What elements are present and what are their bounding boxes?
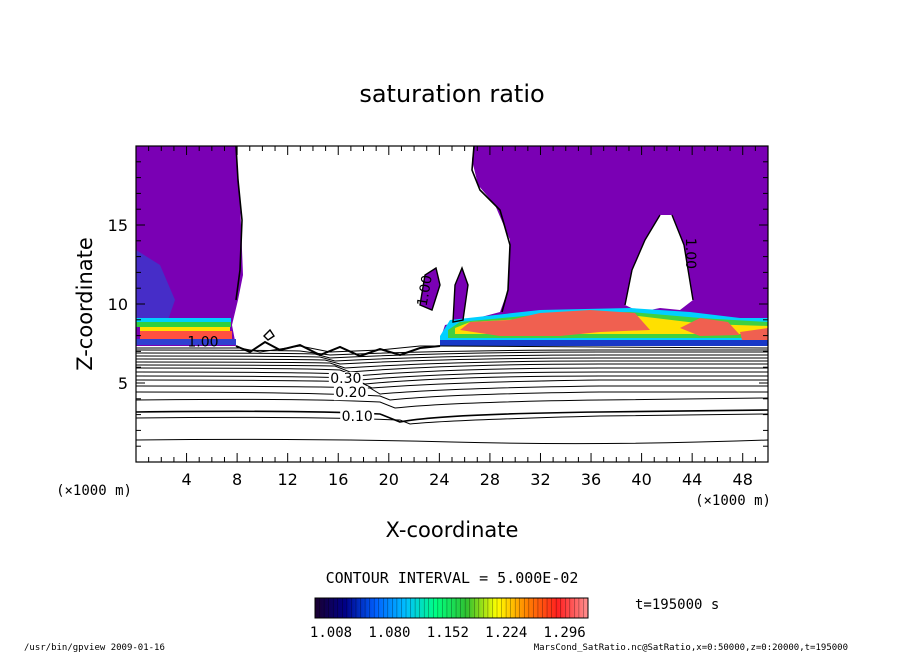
z-unit-label: (×1000 m)	[56, 483, 132, 499]
contour-lines	[135, 145, 769, 445]
unsaturated-pocket	[625, 215, 693, 312]
x-tick-label: 4	[181, 470, 191, 489]
colorbar-tick-label: 1.008	[310, 625, 352, 641]
z-tick-label: 15	[108, 216, 128, 235]
z-tick-label: 5	[118, 374, 128, 393]
fringe-left	[136, 250, 175, 320]
contour-label: 0.30	[330, 371, 361, 387]
colorbar-tick-label: 1.224	[485, 625, 527, 641]
contour-interval: CONTOUR INTERVAL = 5.000E-02	[326, 569, 579, 587]
x-tick-label: 40	[631, 470, 651, 489]
band-left-base	[136, 339, 236, 345]
colorbar-tick-label: 1.296	[544, 625, 586, 641]
x-tick-label: 28	[480, 470, 500, 489]
band-left-green	[136, 322, 231, 327]
x-axis-ticks: 4 8 12 16 20 24 28 32 36 40 44 48	[148, 146, 756, 489]
band-left-yellow	[140, 327, 230, 332]
x-tick-label: 48	[733, 470, 753, 489]
contour-label: 1.00	[187, 335, 218, 351]
chart-title: saturation ratio	[359, 80, 544, 108]
x-tick-label: 44	[682, 470, 702, 489]
plot-area: 0.10 0.200.30 1.00 1.00 1.00	[135, 145, 769, 463]
x-tick-label: 12	[278, 470, 298, 489]
x-tick-label: 8	[232, 470, 242, 489]
x-tick-label: 20	[379, 470, 399, 489]
contour-label: 0.20	[335, 385, 366, 401]
contour-label-bg	[340, 409, 375, 424]
colorbar-stripes	[319, 598, 584, 618]
footer-right: MarsCond_SatRatio.nc@SatRatio,x=0:50000,…	[534, 643, 848, 653]
band-right-red-3	[740, 328, 768, 340]
contour-label: 1.00	[682, 238, 698, 269]
z-tick-label: 10	[108, 295, 128, 314]
colorbar-tick-label: 1.152	[427, 625, 469, 641]
z-axis-label: Z-coordinate	[73, 237, 97, 371]
x-tick-label: 32	[530, 470, 550, 489]
time-label: t=195000 s	[635, 597, 719, 613]
band-right-red	[460, 310, 650, 336]
colorbar-tick-label: 1.080	[368, 625, 410, 641]
footer-left: /usr/bin/gpview 2009-01-16	[24, 643, 165, 653]
x-tick-label: 24	[429, 470, 449, 489]
band-right-red-2	[680, 318, 740, 336]
band-right-base	[440, 340, 768, 346]
colorbar-ticks: 1.008 1.080 1.152 1.224 1.296	[310, 625, 586, 641]
x-tick-label: 36	[581, 470, 601, 489]
cloud-blob-2	[453, 268, 468, 322]
contour-label-bg	[328, 372, 363, 386]
x-tick-label: 16	[328, 470, 348, 489]
x-axis-label: X-coordinate	[386, 518, 519, 542]
contour-label: 0.10	[342, 409, 373, 425]
contour-label: 1.00	[415, 274, 436, 307]
z-axis-ticks: 5 10 15	[108, 161, 768, 447]
contour-labels: 0.10 0.200.30 1.00 1.00 1.00	[187, 238, 698, 425]
x-unit-label: (×1000 m)	[695, 493, 771, 509]
contour-label-bg	[333, 386, 368, 401]
band-left-red	[140, 331, 232, 339]
